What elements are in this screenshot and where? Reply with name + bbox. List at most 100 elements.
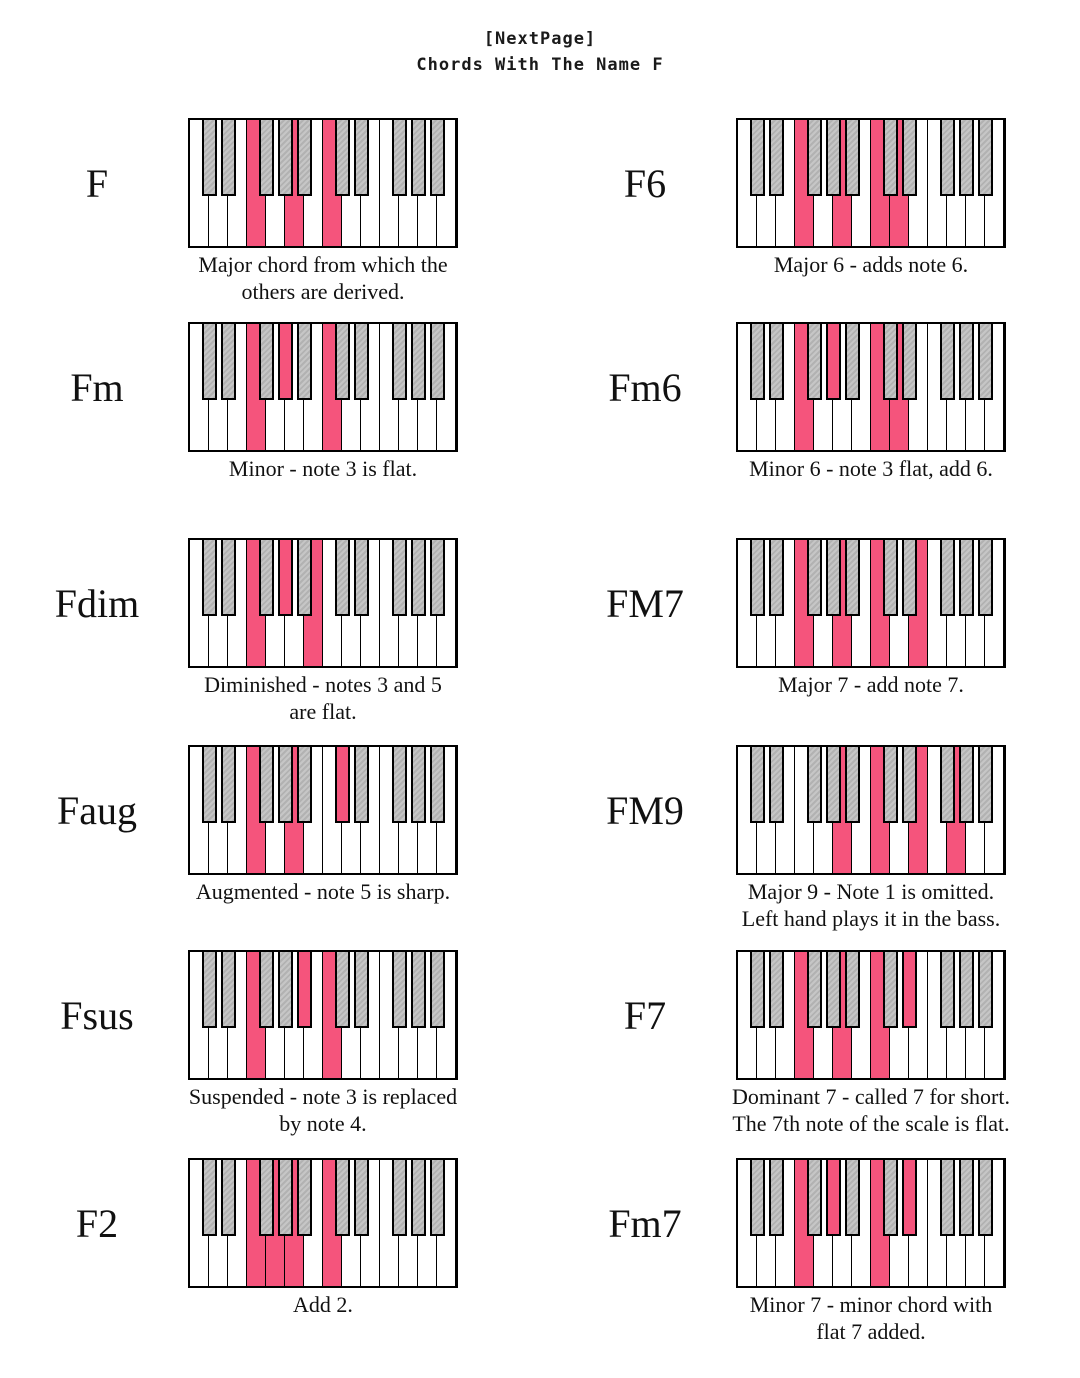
chord-caption: Major chord from which the others are der… [153, 251, 493, 305]
chord-caption: Major 9 - Note 1 is omitted. Left hand pl… [701, 878, 1041, 932]
black-key-F#-4 [258, 952, 274, 1028]
chord-caption-line: The 7th note of the scale is flat. [732, 1111, 1010, 1136]
chord-cell-Fm: Fm Minor - note 3 is flat. [0, 322, 540, 522]
black-key-F#-4 [806, 952, 822, 1028]
piano-keyboard-diagram [188, 118, 458, 248]
page-title: [NextPage] Chords With The Name F [0, 26, 1080, 78]
black-key-A#-13 [429, 324, 445, 400]
black-key-G#-12 [410, 324, 426, 400]
black-key-D#-2 [220, 120, 236, 196]
piano-keyboard-diagram [188, 538, 458, 668]
chord-caption-line: Major chord from which the [198, 252, 448, 277]
black-key-C#-8 [334, 120, 350, 196]
black-key-F#-11 [939, 120, 955, 196]
black-key-C#-1 [749, 747, 765, 823]
black-key-G#-5 [277, 952, 293, 1028]
piano-keyboard-diagram [736, 1158, 1006, 1288]
black-key-A#-6 [844, 1160, 860, 1236]
black-key-G#-12 [958, 324, 974, 400]
black-key-A#-6 [844, 540, 860, 616]
black-key-C#-1 [749, 324, 765, 400]
black-key-D#-2 [220, 324, 236, 400]
black-key-F#-4 [258, 324, 274, 400]
black-key-G#-12 [410, 120, 426, 196]
black-key-A#-13 [429, 952, 445, 1028]
chord-caption: Minor 7 - minor chord with flat 7 added. [701, 1291, 1041, 1345]
black-key-A#-13 [977, 540, 993, 616]
chord-caption: Major 7 - add note 7. [701, 671, 1041, 698]
chord-caption-line: Left hand plays it in the bass. [741, 906, 1001, 931]
chord-caption-line: Minor - note 3 is flat. [228, 456, 418, 481]
chord-caption: Augmented - note 5 is sharp. [153, 878, 493, 905]
black-key-D#-9 [353, 747, 369, 823]
black-key-C#-8 [882, 120, 898, 196]
title-line-next-page: [NextPage] [483, 29, 597, 49]
black-key-D#-9 [353, 120, 369, 196]
black-key-C#-1 [201, 1160, 217, 1236]
black-key-A#-13 [977, 1160, 993, 1236]
black-key-D#-2 [768, 120, 784, 196]
chord-caption-line: Minor 6 - note 3 flat, add 6. [749, 456, 993, 481]
chord-caption: Minor 6 - note 3 flat, add 6. [701, 455, 1041, 482]
chord-name-label: Fm6 [608, 364, 682, 410]
piano-keyboard-diagram [188, 1158, 458, 1288]
black-key-D#-2 [220, 1160, 236, 1236]
chord-cell-F2: F2 Add 2. [0, 1158, 540, 1358]
chord-caption: Diminished - notes 3 and 5 are flat. [153, 671, 493, 725]
black-key-F#-11 [939, 952, 955, 1028]
black-key-A#-13 [429, 120, 445, 196]
black-key-F#-11 [939, 747, 955, 823]
black-key-highlighted-G#-5 [277, 324, 293, 400]
chord-cell-F7: F7 Dominant 7 - called 7 for short. The 7t… [548, 950, 1080, 1150]
black-key-F#-11 [391, 952, 407, 1028]
black-key-G#-5 [825, 952, 841, 1028]
black-key-C#-1 [201, 540, 217, 616]
black-key-F#-11 [939, 540, 955, 616]
black-key-D#-2 [768, 324, 784, 400]
black-key-highlighted-D#-9 [901, 952, 917, 1028]
piano-keyboard-diagram [736, 745, 1006, 875]
black-key-G#-5 [825, 747, 841, 823]
chord-name-label: F6 [623, 160, 667, 206]
black-key-F#-11 [391, 1160, 407, 1236]
black-key-A#-13 [977, 324, 993, 400]
chord-name-label: Faug [57, 787, 137, 833]
black-key-C#-8 [334, 1160, 350, 1236]
chord-name-label: Fm7 [608, 1200, 682, 1246]
black-key-G#-12 [958, 952, 974, 1028]
chord-caption-line: Add 2. [293, 1292, 353, 1317]
chord-caption-line: are flat. [289, 699, 357, 724]
black-key-A#-13 [977, 120, 993, 196]
black-key-F#-11 [939, 324, 955, 400]
black-key-F#-4 [806, 324, 822, 400]
chord-caption-line: Dominant 7 - called 7 for short. [732, 1084, 1010, 1109]
chord-caption-line: Minor 7 - minor chord with [749, 1292, 993, 1317]
black-key-G#-5 [825, 120, 841, 196]
chord-caption: Add 2. [153, 1291, 493, 1318]
black-key-D#-2 [768, 747, 784, 823]
black-key-F#-4 [258, 747, 274, 823]
black-key-G#-5 [277, 747, 293, 823]
black-key-D#-2 [220, 540, 236, 616]
chord-cell-Fm6: Fm6 Minor 6 - note 3 flat, add 6. [548, 322, 1080, 522]
chord-caption-line: Major 9 - Note 1 is omitted. [747, 879, 995, 904]
black-key-F#-11 [391, 747, 407, 823]
black-key-F#-11 [939, 1160, 955, 1236]
chord-cell-FM9: FM9 Major 9 - Note 1 is omitted. Left hand… [548, 745, 1080, 945]
chord-name-label: Fm [70, 364, 124, 410]
chord-name-label: FM7 [606, 580, 684, 626]
black-key-D#-9 [901, 324, 917, 400]
black-key-F#-11 [391, 120, 407, 196]
black-key-D#-9 [353, 1160, 369, 1236]
black-key-F#-4 [806, 540, 822, 616]
black-key-D#-9 [901, 540, 917, 616]
chord-name-label: F7 [623, 992, 667, 1038]
black-key-C#-1 [749, 952, 765, 1028]
chord-name-label: Fdim [54, 580, 140, 626]
black-key-C#-8 [882, 952, 898, 1028]
black-key-C#-1 [201, 952, 217, 1028]
black-key-C#-8 [882, 1160, 898, 1236]
chord-caption: Suspended - note 3 is replaced by note 4. [153, 1083, 493, 1137]
black-key-G#-5 [277, 120, 293, 196]
black-key-highlighted-G#-5 [825, 324, 841, 400]
